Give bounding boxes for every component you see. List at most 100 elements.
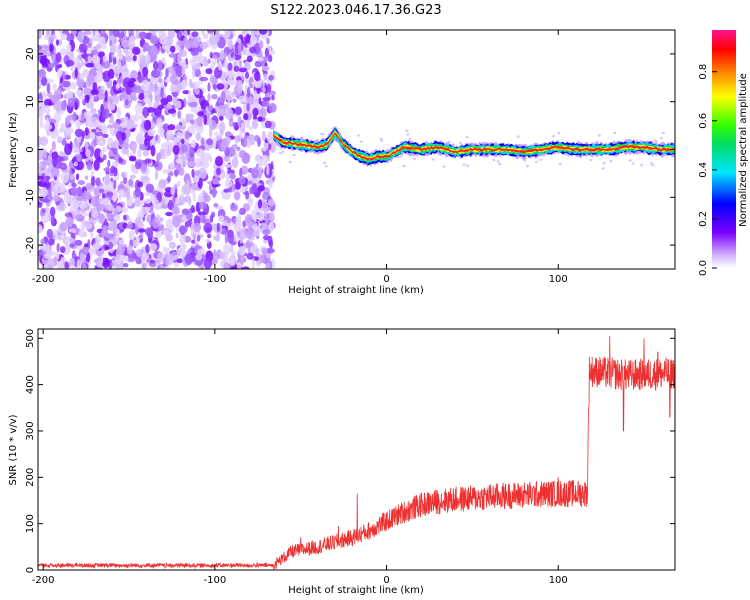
noise-speck: [60, 33, 68, 41]
noise-speck: [209, 51, 213, 59]
noise-speck: [90, 195, 99, 207]
noise-speck: [465, 136, 469, 139]
noise-speck: [169, 162, 175, 170]
noise-speck: [70, 187, 80, 195]
noise-speck: [56, 68, 63, 79]
noise-speck: [82, 244, 89, 256]
noise-speck: [90, 89, 99, 96]
noise-speck: [159, 217, 164, 222]
noise-speck: [121, 39, 131, 49]
noise-speck: [323, 161, 327, 165]
noise-speck: [259, 30, 268, 35]
noise-speck: [218, 98, 225, 104]
noise-speck: [154, 169, 159, 181]
noise-speck: [239, 228, 248, 240]
noise-speck: [68, 228, 77, 233]
noise-speck: [76, 259, 81, 269]
noise-speck: [72, 147, 80, 154]
noise-speck: [154, 231, 163, 239]
noise-speck: [65, 59, 75, 67]
noise-speck: [187, 160, 196, 168]
noise-speck: [208, 126, 213, 139]
noise-speck: [259, 254, 266, 264]
noise-speck: [269, 141, 277, 153]
noise-speck: [89, 122, 95, 127]
noise-speck: [176, 258, 183, 264]
noise-speck: [226, 217, 232, 224]
noise-speck: [160, 97, 169, 106]
noise-speck: [267, 199, 276, 207]
noise-speck: [169, 74, 179, 85]
noise-speck: [659, 136, 663, 140]
noise-speck: [173, 184, 179, 189]
noise-speck: [243, 113, 249, 121]
noise-speck: [121, 132, 126, 141]
noise-speck: [109, 30, 114, 36]
noise-speck: [123, 47, 129, 54]
noise-speck: [214, 156, 224, 167]
noise-speck: [149, 122, 156, 129]
noise-speck: [198, 167, 208, 179]
noise-speck: [516, 135, 520, 138]
noise-speck: [194, 69, 202, 78]
noise-speck: [246, 252, 254, 260]
noise-speck: [38, 243, 45, 248]
noise-speck: [217, 59, 222, 71]
noise-speck: [214, 131, 219, 136]
noise-speck: [263, 235, 270, 241]
noise-speck: [85, 63, 95, 68]
noise-speck: [234, 135, 242, 143]
noise-speck: [49, 43, 54, 53]
noise-speck: [78, 160, 84, 171]
noise-speck: [38, 189, 42, 195]
noise-speck: [149, 220, 154, 227]
noise-speck: [51, 140, 57, 151]
noise-speck: [138, 92, 145, 101]
noise-speck: [252, 107, 259, 117]
noise-speck: [60, 123, 66, 131]
noise-speck: [246, 141, 251, 147]
noise-speck: [125, 224, 134, 229]
noise-speck: [40, 238, 45, 246]
noise-speck: [413, 157, 417, 160]
noise-speck: [72, 30, 77, 36]
noise-speck: [248, 134, 255, 145]
x-tick-label: 0: [383, 575, 389, 586]
noise-speck: [134, 102, 144, 115]
noise-speck: [613, 131, 617, 135]
noise-speck: [75, 173, 80, 181]
noise-speck: [221, 227, 227, 236]
spectrogram-image: [38, 30, 675, 269]
noise-speck: [63, 155, 69, 161]
noise-speck: [227, 70, 235, 79]
noise-speck: [38, 162, 42, 168]
noise-speck: [227, 62, 233, 72]
y-tick-label: 500: [25, 329, 36, 348]
noise-speck: [266, 164, 270, 176]
noise-speck: [197, 111, 205, 117]
colorbar-gradient: [712, 30, 736, 268]
noise-speck: [157, 151, 161, 161]
noise-speck: [48, 118, 57, 124]
noise-speck: [60, 181, 66, 193]
noise-speck: [176, 247, 185, 257]
noise-speck: [236, 81, 243, 93]
noise-speck: [62, 80, 71, 88]
noise-speck: [240, 75, 246, 80]
noise-speck: [159, 263, 164, 269]
noise-speck: [133, 239, 140, 248]
noise-speck: [144, 227, 153, 236]
noise-speck: [102, 133, 109, 138]
noise-speck: [498, 163, 502, 166]
noise-speck: [601, 167, 605, 170]
noise-speck: [114, 214, 121, 222]
noise-speck: [281, 150, 285, 153]
noise-speck: [167, 108, 177, 114]
y-tick-label: 0: [25, 567, 36, 573]
noise-speck: [251, 119, 259, 130]
noise-speck: [169, 45, 176, 53]
noise-speck: [219, 251, 225, 260]
noise-speck: [259, 107, 267, 119]
noise-speck: [50, 166, 60, 177]
noise-speck: [144, 158, 152, 164]
